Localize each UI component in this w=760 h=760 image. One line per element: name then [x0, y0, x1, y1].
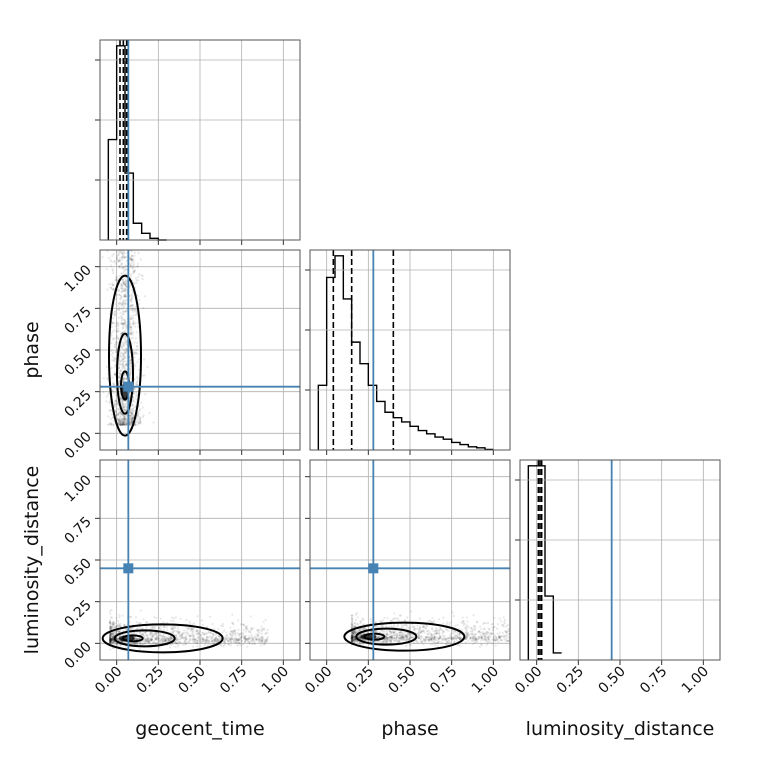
y-tick-label: 0.75 [61, 304, 94, 337]
y-tick-label: 0.50 [61, 556, 94, 589]
truth-marker [368, 563, 379, 574]
x-tick-label: 0.75 [217, 664, 250, 697]
x-tick-label: 0.25 [344, 664, 377, 697]
x-tick-label: 1.00 [259, 664, 292, 697]
scatter-luminosity-distance-vs-phase: 0.00 0.25 0.50 0.75 1.00 [302, 459, 511, 697]
histogram-luminosity-distance: 0.00 0.25 0.50 0.75 1.00 [512, 459, 721, 697]
contour-level [343, 621, 466, 652]
y-tick-label: 0.00 [61, 639, 94, 672]
x-tick-label: 0.25 [134, 664, 167, 697]
y-tick-label: 1.00 [61, 262, 94, 295]
x-tick-label: 0.00 [92, 664, 125, 697]
ylabel-luminosity-distance: luminosity_distance [21, 466, 43, 655]
y-tick-label: 0.25 [61, 597, 94, 630]
contour-level [355, 627, 418, 646]
scatter-phase-vs-geocent-time: 0.00 0.25 0.50 0.75 1.00 [61, 249, 301, 462]
panel-frame [99, 249, 301, 451]
panel-frame [99, 459, 301, 661]
contour-level [108, 274, 142, 437]
contour-level [116, 332, 134, 415]
x-tick-label: 0.50 [175, 664, 208, 697]
x-tick-label: 0.50 [595, 664, 628, 697]
xlabel-luminosity-distance: luminosity_distance [526, 718, 715, 740]
scatter-points [101, 608, 269, 654]
panel-frame [519, 459, 721, 661]
histogram-step-geocent-time [107, 45, 167, 241]
panel-frame [99, 39, 301, 241]
histogram-phase [305, 249, 511, 455]
x-tick-label: 0.25 [554, 664, 587, 697]
xlabel-phase: phase [381, 718, 438, 740]
x-tick-label: 0.75 [637, 664, 670, 697]
y-tick-label: 0.75 [61, 514, 94, 547]
panel-frame [309, 249, 511, 451]
ylabel-phase: phase [21, 321, 43, 378]
scatter-luminosity-distance-vs-geocent-time: 0.00 0.25 0.50 0.75 1.000.000.250.500.751.00 [61, 459, 301, 697]
y-tick-label: 0.25 [61, 387, 94, 420]
histogram-step-phase [317, 255, 494, 451]
x-tick-label: 1.00 [679, 664, 712, 697]
xlabel-geocent-time: geocent_time [135, 718, 264, 740]
panel-frame [309, 459, 511, 661]
density-core [360, 633, 377, 640]
x-tick-label: 0.75 [427, 664, 460, 697]
contour-level [113, 629, 176, 648]
y-tick-label: 0.50 [61, 346, 94, 379]
histogram-step-luminosity-distance [527, 465, 562, 660]
x-tick-label: 0.50 [385, 664, 418, 697]
x-tick-label: 0.00 [302, 664, 335, 697]
histogram-geocent-time [95, 39, 301, 245]
scatter-points [343, 610, 510, 652]
x-tick-label: 1.00 [469, 664, 502, 697]
scatter-points [100, 250, 155, 437]
truth-marker [123, 563, 134, 574]
x-tick-label: 0.00 [512, 664, 545, 697]
truth-marker [123, 381, 134, 392]
y-tick-label: 1.00 [61, 472, 94, 505]
contour-level [101, 623, 224, 654]
y-tick-label: 0.00 [61, 429, 94, 462]
density-core [118, 635, 135, 642]
